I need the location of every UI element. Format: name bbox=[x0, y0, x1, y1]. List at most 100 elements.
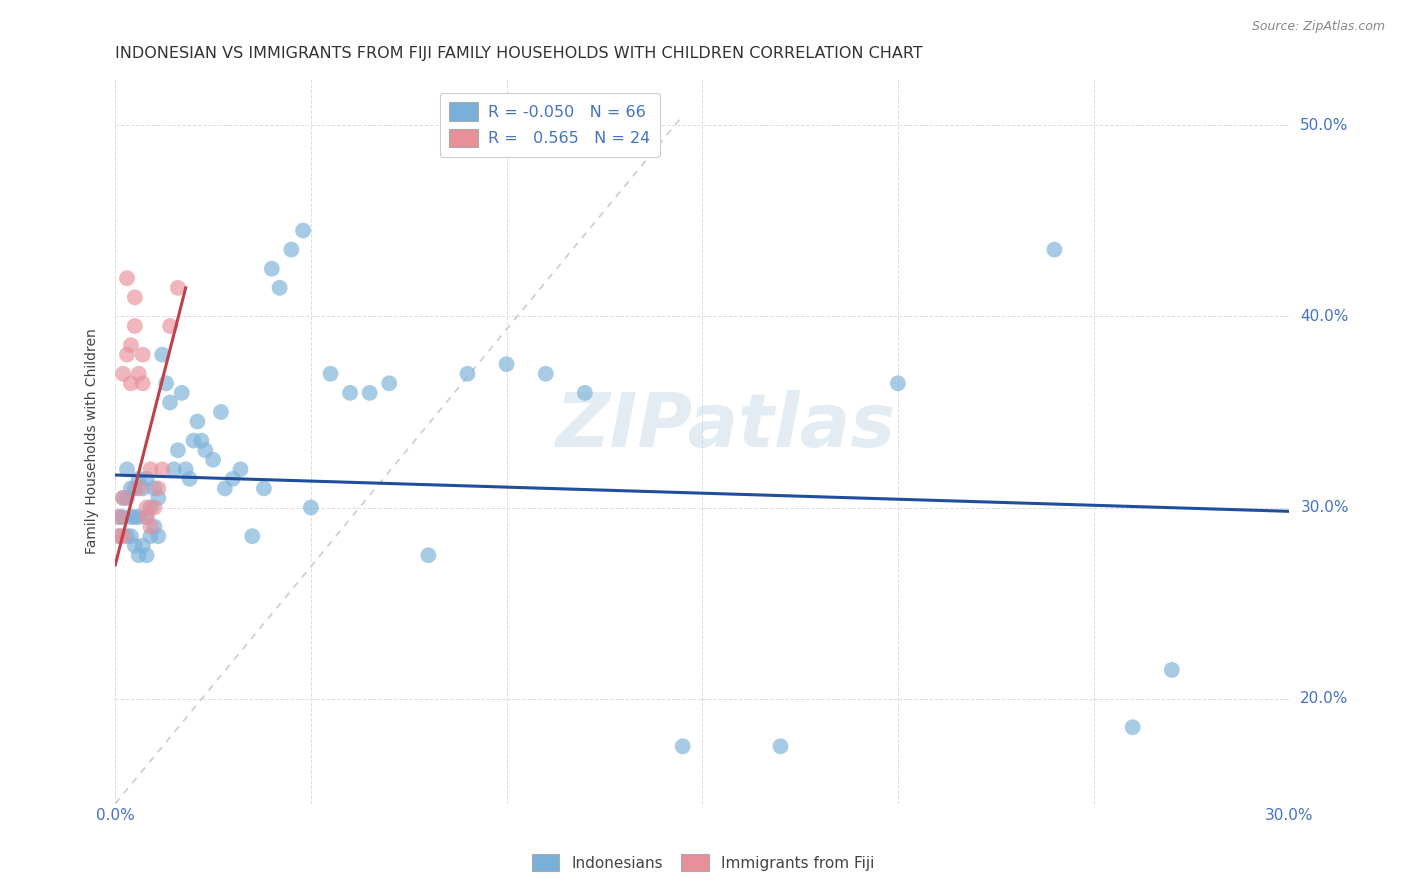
Point bbox=[672, 739, 695, 754]
Point bbox=[280, 243, 302, 257]
Point bbox=[120, 510, 142, 524]
Point bbox=[135, 510, 157, 524]
Point bbox=[769, 739, 792, 754]
Point bbox=[1043, 243, 1066, 257]
Point bbox=[131, 376, 153, 391]
Legend: Indonesians, Immigrants from Fiji: Indonesians, Immigrants from Fiji bbox=[526, 848, 880, 877]
Point bbox=[112, 529, 135, 543]
Point bbox=[159, 395, 181, 409]
Point bbox=[167, 281, 190, 295]
Point bbox=[148, 482, 170, 496]
Point bbox=[148, 491, 170, 505]
Point bbox=[179, 472, 201, 486]
Point bbox=[209, 405, 232, 419]
Point bbox=[131, 482, 153, 496]
Text: 20.0%: 20.0% bbox=[1301, 691, 1348, 706]
Point bbox=[534, 367, 557, 381]
Point bbox=[174, 462, 197, 476]
Point bbox=[135, 548, 157, 562]
Point bbox=[887, 376, 910, 391]
Point bbox=[108, 510, 131, 524]
Point bbox=[124, 510, 146, 524]
Text: Source: ZipAtlas.com: Source: ZipAtlas.com bbox=[1251, 20, 1385, 33]
Point bbox=[112, 367, 135, 381]
Point bbox=[260, 261, 283, 276]
Legend: R = -0.050   N = 66, R =   0.565   N = 24: R = -0.050 N = 66, R = 0.565 N = 24 bbox=[440, 93, 659, 157]
Point bbox=[139, 529, 162, 543]
Point bbox=[214, 482, 236, 496]
Point bbox=[167, 443, 190, 458]
Point bbox=[170, 385, 193, 400]
Point bbox=[292, 223, 315, 237]
Point bbox=[299, 500, 322, 515]
Point bbox=[221, 472, 243, 486]
Point bbox=[108, 529, 131, 543]
Point bbox=[139, 462, 162, 476]
Point bbox=[128, 510, 150, 524]
Point bbox=[108, 529, 131, 543]
Y-axis label: Family Households with Children: Family Households with Children bbox=[86, 327, 100, 554]
Point bbox=[124, 482, 146, 496]
Text: 30.0%: 30.0% bbox=[1301, 500, 1348, 515]
Point bbox=[120, 338, 142, 352]
Point bbox=[1160, 663, 1182, 677]
Point bbox=[159, 318, 181, 333]
Point bbox=[115, 491, 138, 505]
Point bbox=[143, 500, 166, 515]
Text: 50.0%: 50.0% bbox=[1301, 118, 1348, 133]
Point bbox=[359, 385, 381, 400]
Point bbox=[115, 271, 138, 285]
Point bbox=[128, 548, 150, 562]
Text: ZIPatlas: ZIPatlas bbox=[555, 390, 896, 463]
Point bbox=[124, 318, 146, 333]
Point bbox=[128, 367, 150, 381]
Point bbox=[112, 510, 135, 524]
Point bbox=[139, 500, 162, 515]
Point bbox=[240, 529, 263, 543]
Point bbox=[124, 539, 146, 553]
Point bbox=[135, 510, 157, 524]
Point bbox=[418, 548, 440, 562]
Point bbox=[120, 376, 142, 391]
Point bbox=[131, 348, 153, 362]
Point bbox=[319, 367, 342, 381]
Point bbox=[115, 462, 138, 476]
Point bbox=[150, 348, 173, 362]
Point bbox=[139, 519, 162, 533]
Point bbox=[1122, 720, 1144, 734]
Point bbox=[143, 519, 166, 533]
Point bbox=[269, 281, 291, 295]
Point bbox=[202, 452, 225, 467]
Point bbox=[112, 491, 135, 505]
Text: INDONESIAN VS IMMIGRANTS FROM FIJI FAMILY HOUSEHOLDS WITH CHILDREN CORRELATION C: INDONESIAN VS IMMIGRANTS FROM FIJI FAMIL… bbox=[115, 46, 922, 62]
Point bbox=[183, 434, 205, 448]
Text: 40.0%: 40.0% bbox=[1301, 309, 1348, 324]
Point bbox=[128, 472, 150, 486]
Point bbox=[163, 462, 186, 476]
Point bbox=[339, 385, 361, 400]
Point bbox=[194, 443, 217, 458]
Point bbox=[131, 539, 153, 553]
Point bbox=[253, 482, 276, 496]
Point bbox=[190, 434, 212, 448]
Point bbox=[456, 367, 478, 381]
Point bbox=[124, 290, 146, 304]
Point bbox=[120, 482, 142, 496]
Point bbox=[115, 529, 138, 543]
Point bbox=[150, 462, 173, 476]
Point bbox=[135, 500, 157, 515]
Point bbox=[143, 482, 166, 496]
Point bbox=[120, 529, 142, 543]
Point bbox=[229, 462, 252, 476]
Point bbox=[112, 491, 135, 505]
Point bbox=[378, 376, 401, 391]
Point bbox=[495, 357, 517, 371]
Point bbox=[148, 529, 170, 543]
Point bbox=[108, 510, 131, 524]
Point bbox=[115, 348, 138, 362]
Point bbox=[574, 385, 596, 400]
Point bbox=[155, 376, 177, 391]
Point bbox=[135, 472, 157, 486]
Point bbox=[186, 415, 208, 429]
Point bbox=[128, 482, 150, 496]
